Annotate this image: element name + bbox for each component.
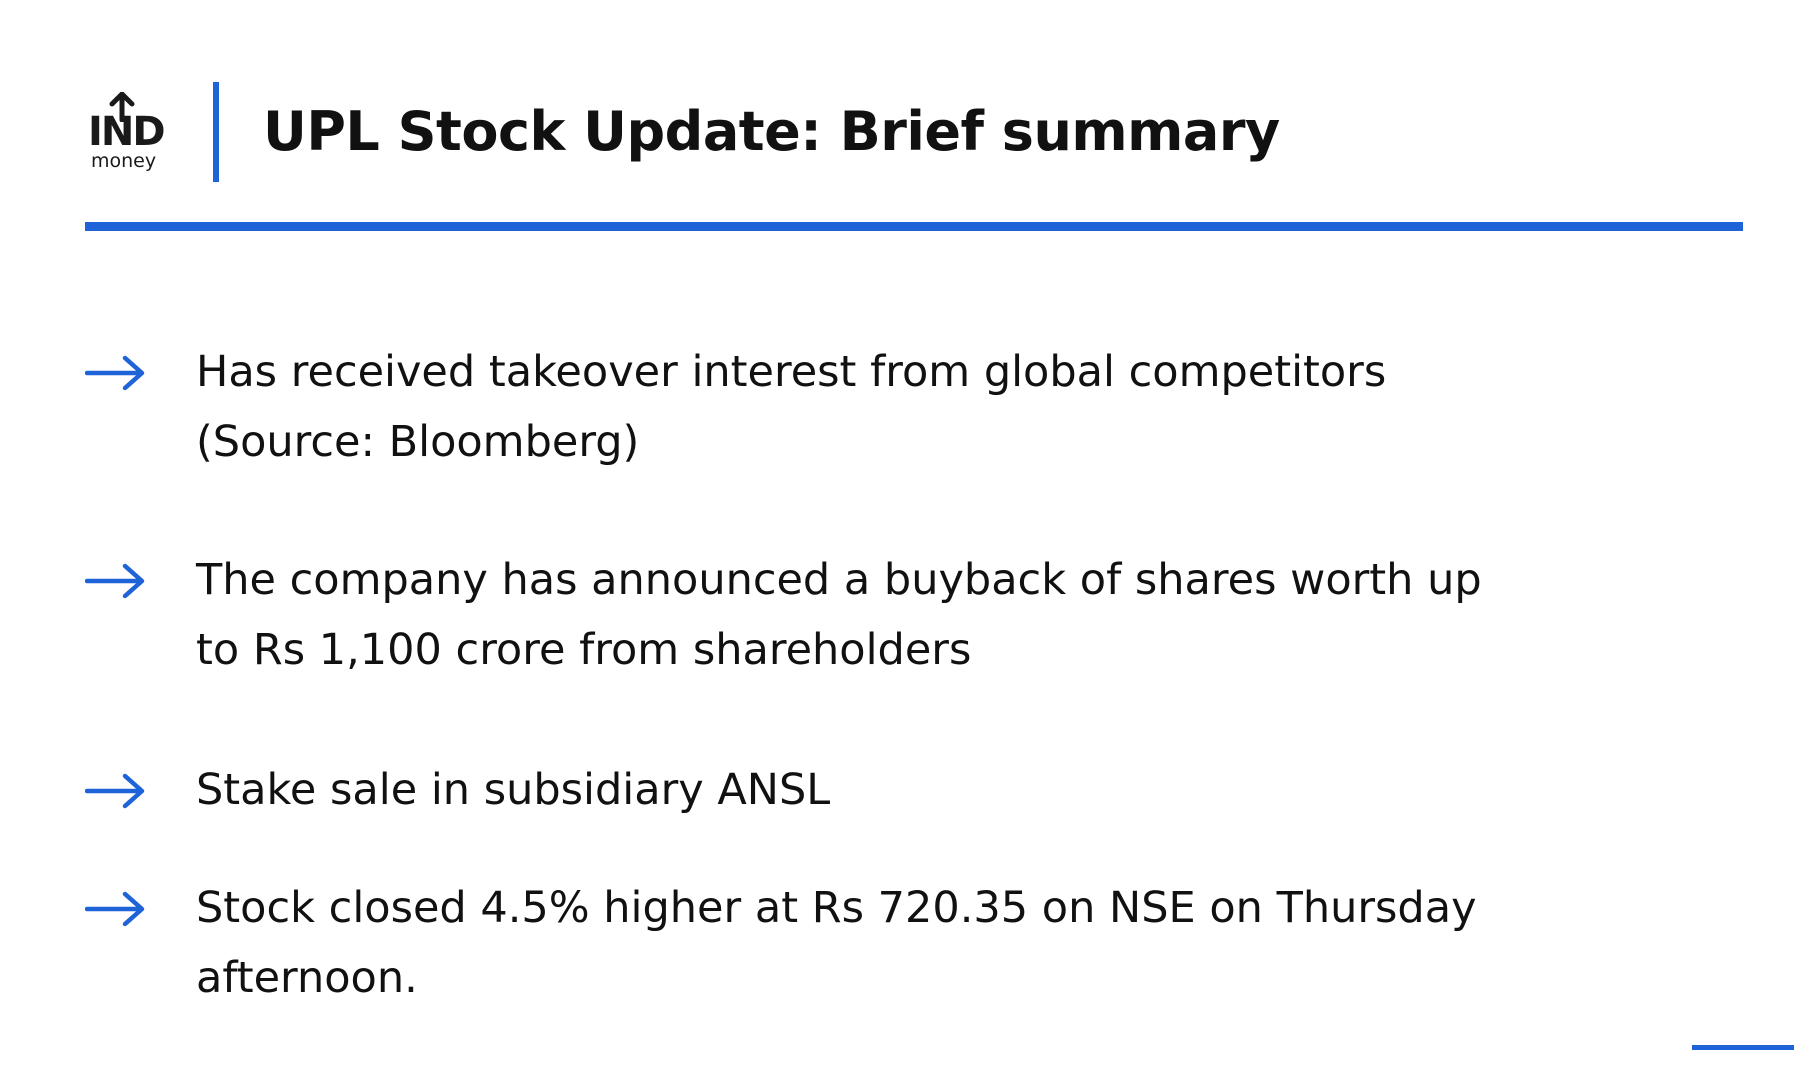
list-item-text: Stake sale in subsidiary ANSL [196,755,1646,825]
header-rule [85,222,1743,231]
arrow-right-icon [85,563,145,599]
list-item-line: (Source: Bloomberg) [196,417,640,467]
list-item-line: afternoon. [196,953,418,1003]
brand-logo: IND money [88,92,166,176]
arrow-right-icon [85,355,145,391]
list-item-line: Stake sale in subsidiary ANSL [196,765,831,815]
corner-rule [1692,1045,1794,1050]
list-item-line: to Rs 1,100 crore from shareholders [196,625,972,675]
logo-sub-text: money [91,150,157,172]
list-item-line: Has received takeover interest from glob… [196,347,1387,397]
up-arrow-icon [109,92,135,122]
page-title: UPL Stock Update: Brief summary [263,100,1280,163]
header-divider [213,82,219,182]
list-item-line: The company has announced a buyback of s… [196,555,1482,605]
arrow-right-icon [85,891,145,927]
list-item-text: Has received takeover interest from glob… [196,337,1646,477]
list-item-text: The company has announced a buyback of s… [196,545,1646,685]
logo-brand-text: IND [88,109,166,155]
list-item-text: Stock closed 4.5% higher at Rs 720.35 on… [196,873,1646,1013]
arrow-right-icon [85,773,145,809]
list-item-line: Stock closed 4.5% higher at Rs 720.35 on… [196,883,1477,933]
